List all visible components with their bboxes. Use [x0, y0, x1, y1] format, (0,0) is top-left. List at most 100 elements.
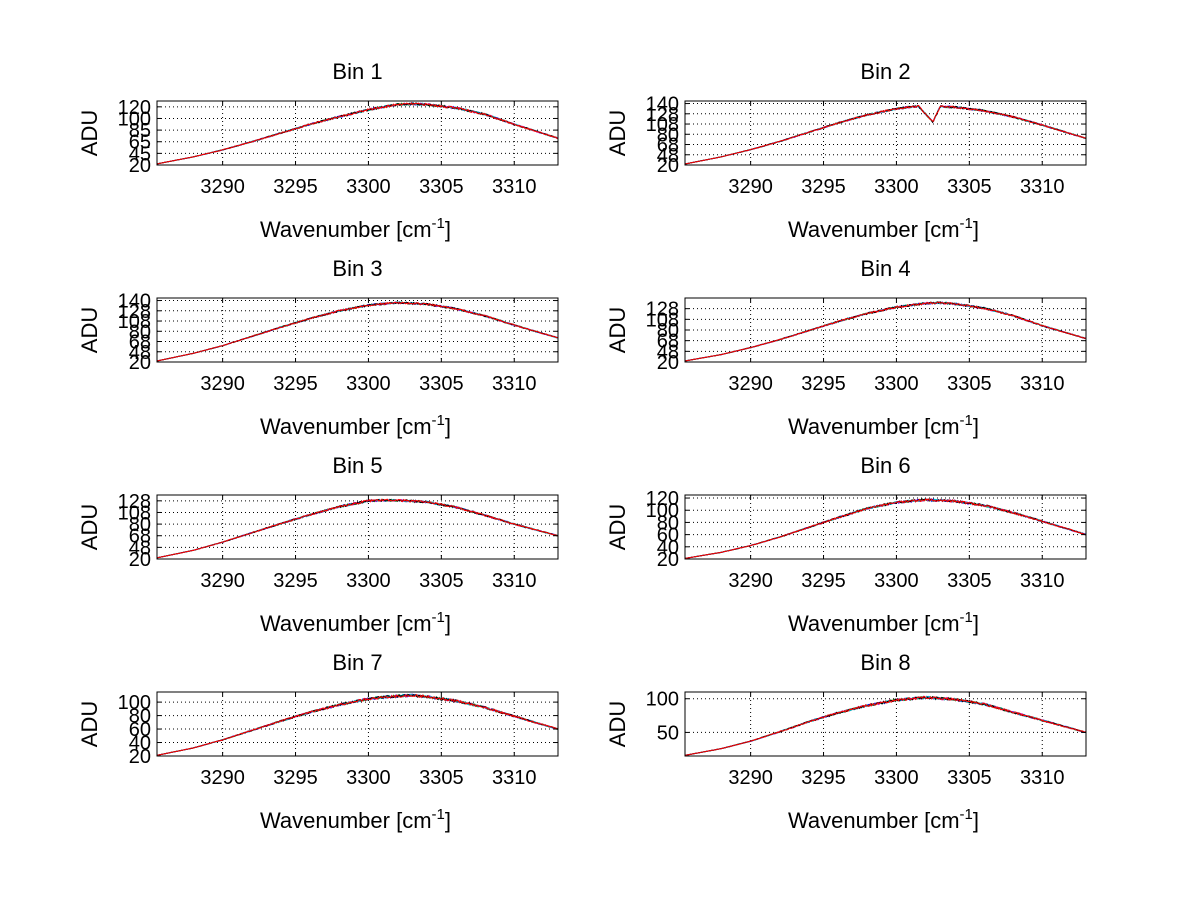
x-tick-label: 3300 — [874, 176, 919, 198]
y-tick-label: 85 — [129, 120, 151, 142]
y-tick-label: 65 — [129, 132, 151, 154]
y-tick-label: 40 — [657, 537, 679, 559]
y-tick-label: 68 — [657, 331, 679, 353]
x-tick-label: 3290 — [728, 373, 773, 395]
x-tick-label: 3305 — [419, 373, 464, 395]
x-tick-label: 3300 — [874, 767, 919, 789]
x-tick-label: 3290 — [200, 373, 245, 395]
series-line-spectrum-6 — [685, 301, 1086, 362]
y-axis-label: ADU — [605, 701, 630, 747]
y-tick-label: 108 — [118, 502, 151, 524]
subplot-title: Bin 6 — [860, 453, 910, 478]
x-axis-label-superscript: -1 — [432, 806, 445, 823]
x-tick-label: 3305 — [419, 570, 464, 592]
series-line-spectrum-6 — [685, 498, 1086, 559]
y-tick-label: 128 — [118, 491, 151, 513]
y-tick-label: 80 — [129, 706, 151, 728]
x-axis-label-text: Wavenumber [cm — [260, 414, 432, 439]
x-tick-label: 3310 — [492, 767, 537, 789]
x-axis-label-suffix: ] — [973, 414, 979, 439]
x-tick-label: 3305 — [419, 767, 464, 789]
y-tick-label: 108 — [118, 311, 151, 333]
x-tick-label: 3305 — [419, 176, 464, 198]
y-tick-label: 68 — [129, 526, 151, 548]
x-tick-label: 3295 — [273, 176, 318, 198]
y-tick-label: 100 — [118, 108, 151, 130]
x-tick-label: 3290 — [728, 570, 773, 592]
x-axis-label: Wavenumber [cm-1] — [260, 609, 451, 636]
x-axis-label: Wavenumber [cm-1] — [788, 609, 979, 636]
x-tick-label: 3300 — [346, 767, 391, 789]
series-line-spectrum-6 — [685, 105, 1086, 165]
y-tick-label: 108 — [646, 309, 679, 331]
series-line-spectrum-6 — [157, 693, 558, 756]
x-tick-label: 3295 — [273, 767, 318, 789]
x-tick-label: 3310 — [1020, 767, 1065, 789]
x-tick-label: 3295 — [801, 373, 846, 395]
y-tick-label: 140 — [118, 291, 151, 313]
y-tick-label: 48 — [657, 145, 679, 167]
x-axis-label-text: Wavenumber [cm — [260, 808, 432, 833]
x-tick-label: 3300 — [346, 176, 391, 198]
x-tick-label: 3310 — [492, 373, 537, 395]
y-tick-label: 20 — [657, 549, 679, 571]
axes-frame — [684, 100, 1087, 166]
x-tick-label: 3305 — [947, 176, 992, 198]
y-tick-label: 68 — [657, 135, 679, 157]
y-axis-label: ADU — [605, 110, 630, 156]
subplot-bin-3: Bin 3 3290 3295 3300 3305 3310 204868801081281… — [77, 256, 559, 439]
x-tick-label: 3295 — [801, 570, 846, 592]
y-tick-label: 40 — [129, 733, 151, 755]
y-tick-label: 100 — [118, 692, 151, 714]
x-tick-label: 3290 — [200, 767, 245, 789]
x-axis-label-superscript: -1 — [960, 806, 973, 823]
y-tick-label: 80 — [657, 512, 679, 534]
y-tick-label: 128 — [646, 104, 679, 126]
axes-frame — [156, 100, 559, 166]
y-axis-label: ADU — [605, 504, 630, 550]
x-tick-label: 3300 — [346, 570, 391, 592]
x-axis-label-text: Wavenumber [cm — [788, 808, 960, 833]
y-axis-label: ADU — [77, 110, 102, 156]
x-tick-label: 3290 — [200, 570, 245, 592]
x-tick-label: 3300 — [874, 373, 919, 395]
y-tick-label: 60 — [129, 719, 151, 741]
y-tick-label: 20 — [657, 352, 679, 374]
x-axis-label-superscript: -1 — [432, 215, 445, 232]
x-tick-label: 3300 — [346, 373, 391, 395]
x-tick-label: 3310 — [492, 570, 537, 592]
subplot-title: Bin 1 — [332, 59, 382, 84]
x-axis-label-suffix: ] — [445, 808, 451, 833]
y-tick-label: 48 — [129, 342, 151, 364]
y-axis-label: ADU — [77, 701, 102, 747]
axes-frame — [156, 691, 559, 757]
y-tick-label: 80 — [657, 124, 679, 146]
x-axis-label: Wavenumber [cm-1] — [260, 806, 451, 833]
x-axis-label-suffix: ] — [973, 611, 979, 636]
y-tick-label: 68 — [129, 332, 151, 354]
x-axis-label-suffix: ] — [445, 611, 451, 636]
x-tick-label: 3305 — [947, 373, 992, 395]
x-tick-label: 3310 — [1020, 176, 1065, 198]
subplot-title: Bin 3 — [332, 256, 382, 281]
y-tick-label: 128 — [118, 301, 151, 323]
x-axis-label-superscript: -1 — [960, 609, 973, 626]
y-axis-label: ADU — [605, 307, 630, 353]
x-axis-label-superscript: -1 — [960, 215, 973, 232]
subplot-title: Bin 7 — [332, 650, 382, 675]
y-tick-label: 100 — [646, 689, 679, 711]
x-tick-label: 3310 — [492, 176, 537, 198]
y-tick-label: 20 — [129, 746, 151, 768]
y-tick-label: 50 — [657, 722, 679, 744]
axes-frame — [156, 297, 559, 363]
x-axis-label-text: Wavenumber [cm — [260, 611, 432, 636]
y-tick-label: 120 — [646, 488, 679, 510]
y-tick-label: 120 — [118, 97, 151, 119]
x-axis-label-text: Wavenumber [cm — [260, 217, 432, 242]
x-tick-label: 3295 — [801, 767, 846, 789]
subplot-bin-8: Bin 8 3290 3295 3300 3305 3310 50 100 Wavenumber… — [605, 650, 1087, 833]
